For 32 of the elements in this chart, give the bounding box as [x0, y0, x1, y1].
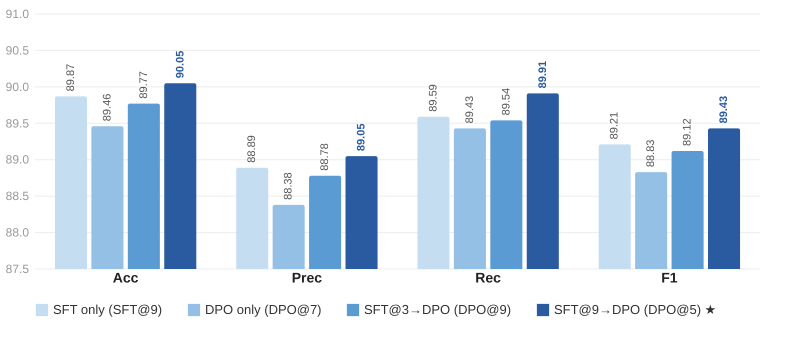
data-label: 89.87 — [64, 64, 77, 92]
legend-label: SFT@3→DPO (DPO@9) — [364, 302, 512, 317]
data-label: 88.78 — [319, 143, 332, 171]
y-tick-label: 91.0 — [6, 7, 30, 21]
data-label: 90.05 — [174, 50, 186, 78]
data-label: 89.05 — [356, 124, 368, 152]
data-label: 88.89 — [246, 135, 258, 163]
data-label: 88.83 — [645, 140, 658, 168]
data-label: 89.59 — [427, 84, 440, 112]
y-tick-label: 88.0 — [6, 226, 30, 240]
legend-label: SFT@9→DPO (DPO@5) ★ — [554, 302, 717, 317]
y-tick-label: 90.0 — [6, 80, 30, 94]
data-label: 89.12 — [682, 118, 694, 146]
y-tick-label: 88.5 — [6, 189, 30, 204]
x-tick-label: Prec — [292, 270, 322, 286]
legend-label: SFT only (SFT@9) — [53, 302, 162, 317]
x-tick-label: F1 — [661, 270, 678, 286]
x-tick-label: Rec — [475, 270, 502, 286]
data-label: 89.54 — [500, 88, 512, 116]
data-label: 89.77 — [138, 71, 150, 99]
y-tick-label: 90.5 — [6, 43, 30, 58]
data-label: 89.43 — [464, 96, 476, 124]
x-tick-label: Acc — [112, 270, 139, 286]
data-label: 88.38 — [282, 172, 295, 200]
data-label: 89.46 — [101, 94, 114, 122]
data-label: 89.91 — [536, 60, 549, 88]
y-tick-label: 89.5 — [6, 116, 30, 130]
data-label: 89.21 — [608, 112, 621, 140]
y-tick-label: 87.5 — [6, 262, 30, 276]
legend-label: DPO only (DPO@7) — [205, 302, 322, 317]
y-tick-label: 89.0 — [6, 152, 30, 167]
data-label: 89.43 — [718, 96, 730, 124]
